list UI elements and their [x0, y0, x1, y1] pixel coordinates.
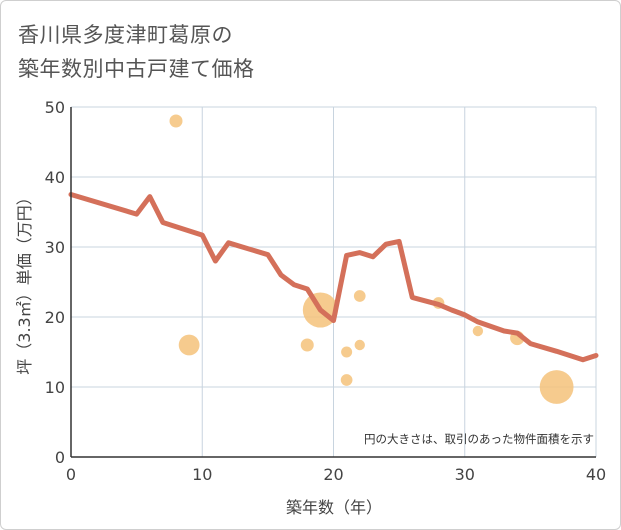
axes — [70, 107, 596, 458]
chart-title-line-1: 香川県多度津町葛原の — [18, 23, 233, 47]
x-tick-label-30: 30 — [455, 465, 475, 484]
x-tick-label-10: 10 — [192, 465, 212, 484]
size-note: 円の大きさは、取引のあった物件面積を示す — [364, 432, 594, 446]
bubble-5 — [340, 374, 353, 386]
bubble-1 — [178, 334, 200, 356]
bubble-6 — [353, 290, 366, 302]
bubble-11 — [539, 370, 574, 404]
y-tick-label-50: 50 — [45, 98, 65, 117]
y-tick-label-40: 40 — [45, 168, 65, 187]
trend-line-group — [68, 192, 599, 363]
chart-title: 香川県多度津町葛原の 築年数別中古戸建て価格 — [18, 18, 255, 86]
chart-title-line-2: 築年数別中古戸建て価格 — [18, 57, 255, 81]
bubble-2 — [300, 338, 314, 352]
tick-labels: 0 10 20 30 40 0 10 20 30 40 50 — [45, 98, 607, 484]
bubble-4 — [341, 346, 353, 358]
x-tick-label-0: 0 — [66, 465, 76, 484]
x-tick-label-40: 40 — [586, 465, 606, 484]
y-tick-label-30: 30 — [45, 238, 65, 257]
bubble-0 — [169, 114, 183, 128]
bubble-7 — [354, 339, 365, 351]
x-tick-label-20: 20 — [323, 465, 343, 484]
bubble-9 — [472, 325, 484, 337]
bubbles — [169, 114, 574, 404]
trend-line — [68, 192, 599, 363]
y-tick-label-0: 0 — [55, 448, 65, 467]
y-tick-label-10: 10 — [45, 378, 65, 397]
grid-lines — [71, 106, 597, 457]
x-axis-label: 築年数（年） — [286, 498, 382, 517]
y-tick-label-20: 20 — [45, 308, 65, 327]
y-axis-label: 坪（3.3㎡）単価（万円） — [15, 189, 34, 374]
